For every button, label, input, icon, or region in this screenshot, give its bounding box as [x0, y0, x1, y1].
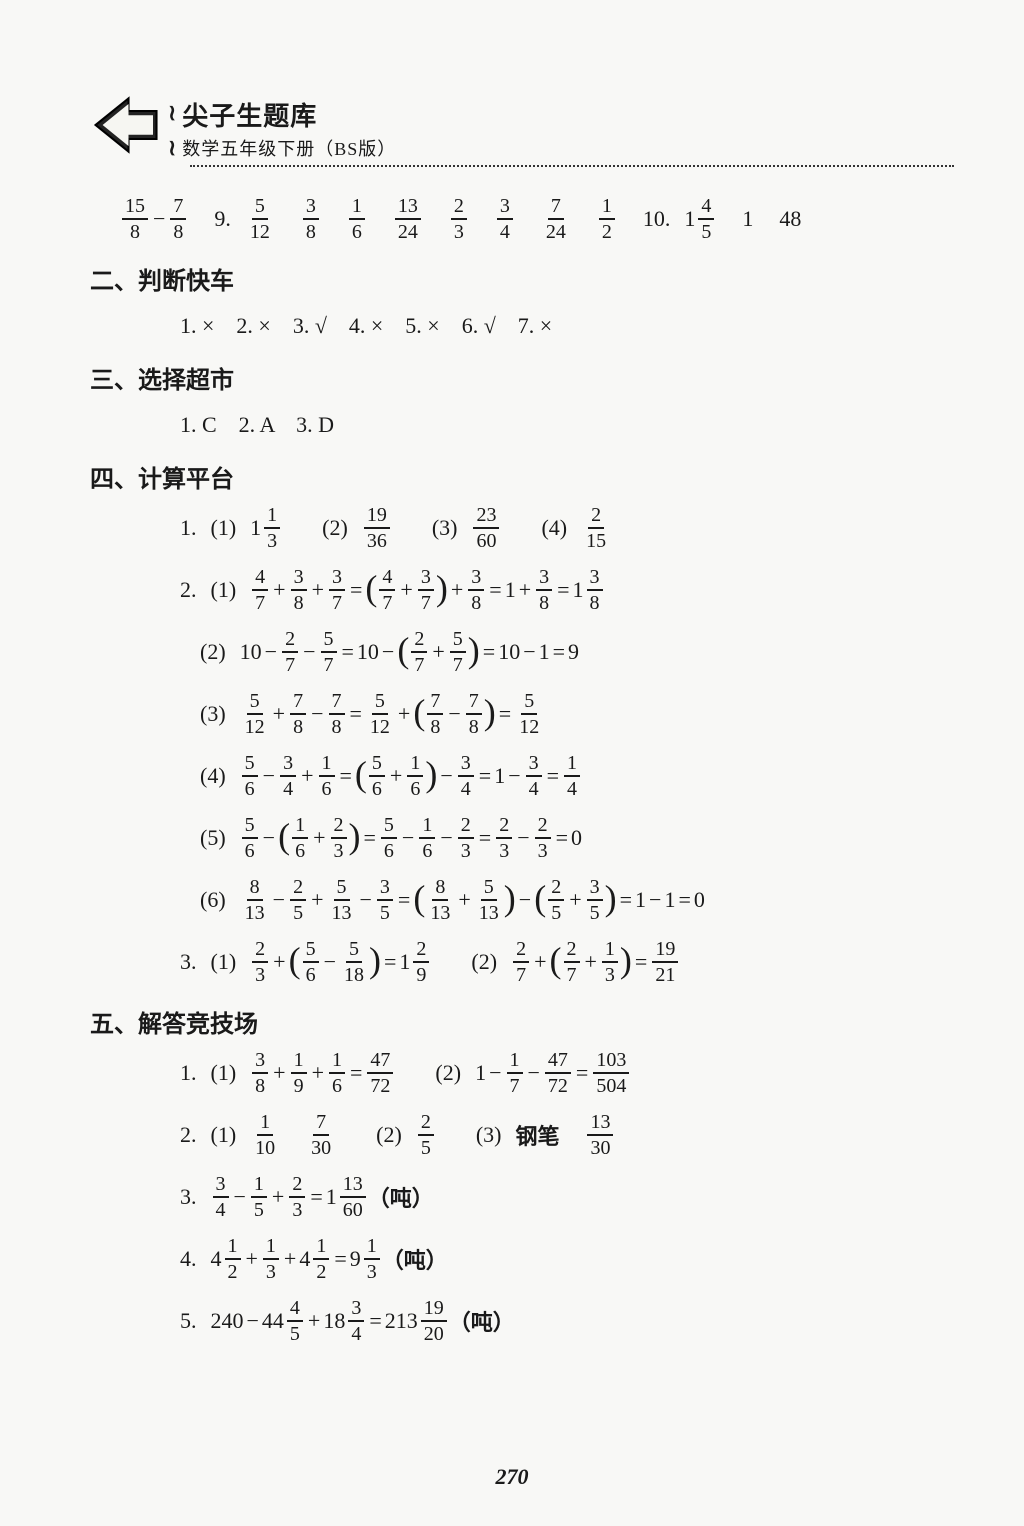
- s5-q2: 2. (1) 110 730 (2) 25 (3) 钢笔 1330: [180, 1107, 954, 1163]
- s4-q2-4: (4) 56− 34+ 16= ( 56+ 16 )− 34= 1− 34= 1…: [200, 748, 954, 804]
- book-subtitle: 数学五年级下册（BS版）: [182, 135, 396, 161]
- s5-q5: 5. 240− 4445+ 1834= 2131920 （吨）: [180, 1293, 954, 1349]
- s4-q2-2: (2) 10− 27− 57= 10− ( 27+ 57 )= 10−1=9: [200, 624, 954, 680]
- page: ≀ 尖子生题库 ≀ 数学五年级下册（BS版） 158 − 78 9. 512 3…: [0, 0, 1024, 1395]
- s4-q2-1: 2. (1) 47+ 38+ 37= ( 47+ 37 )+ 38= 1+ 38…: [180, 562, 954, 618]
- section-2-items: 1. × 2. × 3. √ 4. × 5. × 6. √ 7. ×: [180, 302, 954, 346]
- section-2-head: 二、判断快车: [90, 261, 954, 296]
- book-title: 尖子生题库: [182, 96, 317, 133]
- s4-q3: 3. (1) 23+ ( 56− 518 )= 129 (2) 27+ ( 27…: [180, 934, 954, 990]
- deco-wave: ≀: [168, 103, 176, 123]
- page-header: ≀ 尖子生题库 ≀ 数学五年级下册（BS版）: [90, 90, 954, 161]
- s4-q2-5: (5) 56− ( 16+ 23 )= 56− 16− 23= 23− 23= …: [200, 810, 954, 866]
- arrow-icon: [90, 90, 160, 160]
- header-dots: [190, 165, 954, 167]
- s5-q1: 1. (1) 38+ 19+ 16= 4772 (2) 1− 17− 4772=…: [180, 1045, 954, 1101]
- fraction: 78: [170, 196, 186, 242]
- continuation-row: 158 − 78 9. 512 38 16 1324 23 34 724 12 …: [120, 191, 954, 247]
- section-3-items: 1. C 2. A 3. D: [180, 401, 954, 445]
- section-5-head: 五、解答竞技场: [90, 1004, 954, 1039]
- s4-q2-6: (6) 813− 25+ 513− 35= ( 813+ 513 )− ( 25…: [200, 872, 954, 928]
- fraction: 158: [122, 196, 148, 242]
- section-3-head: 三、选择超市: [90, 360, 954, 395]
- s5-q4: 4. 412+ 13+ 412= 913 （吨）: [180, 1231, 954, 1287]
- s4-q1: 1. (1) 113 (2) 1936 (3) 2360 (4) 215: [180, 500, 954, 556]
- deco-wave: ≀: [168, 138, 176, 158]
- s5-q3: 3. 34− 15+ 23= 11360 （吨）: [180, 1169, 954, 1225]
- page-number: 270: [0, 1464, 1024, 1490]
- section-4-head: 四、计算平台: [90, 459, 954, 494]
- s4-q2-3: (3) 512+ 78− 78= 512+ ( 78− 78 )= 512: [200, 686, 954, 742]
